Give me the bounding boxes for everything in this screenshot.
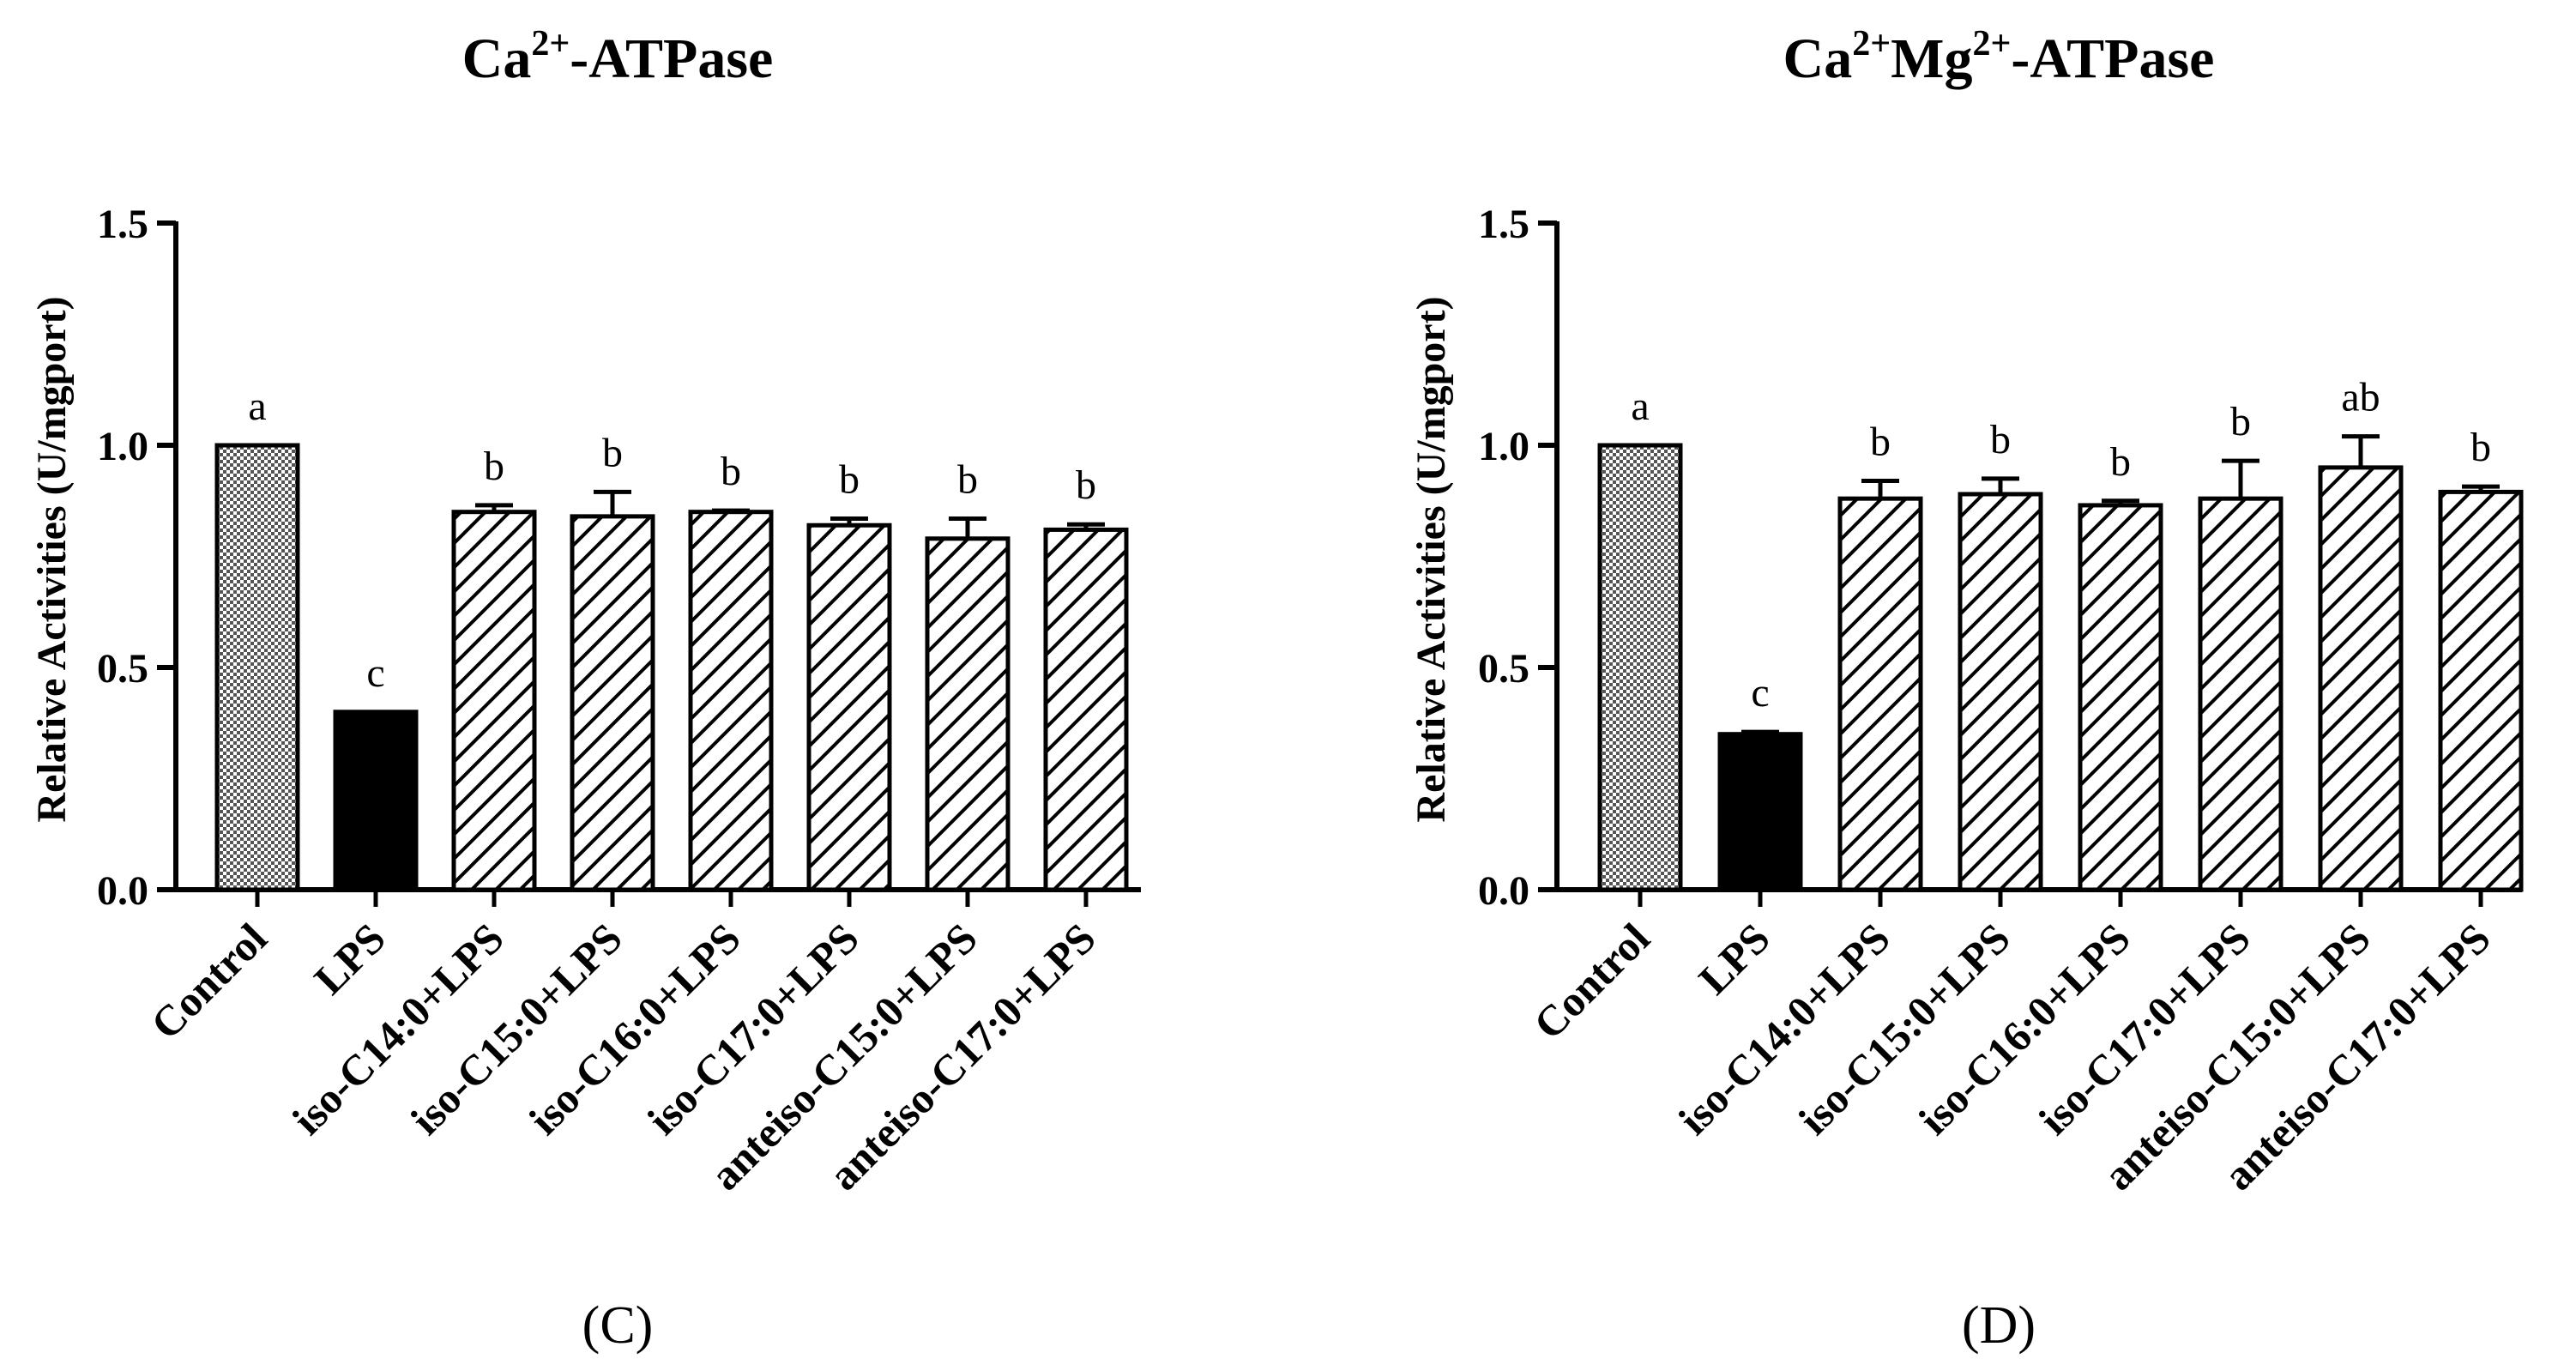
y-axis-label-c: Relative Activities (U/mgport)	[29, 296, 75, 822]
x-category-label: iso-C17:0+LPS	[2030, 914, 2259, 1144]
significance-label: ab	[2341, 375, 2380, 420]
bar	[925, 536, 1010, 892]
bar	[333, 710, 419, 892]
significance-label: b	[484, 444, 504, 489]
y-tick-label: 1.0	[97, 424, 148, 469]
significance-label: b	[2110, 439, 2131, 485]
y-tick-label: 1.5	[1478, 202, 1529, 247]
significance-label: b	[957, 456, 978, 502]
y-axis-label-d: Relative Activities (U/mgport)	[1409, 296, 1454, 822]
significance-label: b	[602, 430, 623, 475]
bar	[214, 443, 300, 892]
y-tick-label: 1.0	[1478, 424, 1529, 469]
significance-label: b	[2470, 425, 2491, 470]
panel-label-d: (D)	[1962, 1296, 2036, 1355]
x-category-label: Control	[1524, 914, 1659, 1048]
significance-label: a	[248, 384, 266, 429]
x-category-label: iso-C14:0+LPS	[283, 914, 513, 1144]
significance-label: b	[839, 456, 860, 502]
chart-title-d: Ca2+Mg2+-ATPase	[1783, 24, 2215, 90]
significance-label: a	[1631, 384, 1649, 429]
significance-label: c	[366, 650, 384, 696]
x-category-label: iso-C17:0+LPS	[638, 914, 868, 1144]
bar	[570, 514, 655, 892]
significance-label: c	[1751, 670, 1769, 716]
y-tick-label: 0.5	[97, 646, 148, 692]
bar	[451, 510, 537, 892]
x-category-label: LPS	[1689, 914, 1778, 1003]
y-tick-label: 1.5	[97, 202, 148, 247]
y-tick-label: 0.0	[97, 868, 148, 914]
bar	[806, 522, 892, 892]
bar	[1717, 732, 1803, 892]
x-category-label: iso-C15:0+LPS	[401, 914, 631, 1144]
significance-label: b	[1990, 417, 2011, 462]
significance-label: b	[1076, 462, 1096, 508]
bar	[2438, 489, 2524, 892]
significance-label: b	[1870, 419, 1891, 464]
chart-title-c: Ca2+-ATPase	[462, 24, 774, 90]
x-category-label: Control	[142, 914, 276, 1048]
x-category-label: iso-C15:0+LPS	[1789, 914, 2019, 1144]
bar	[2318, 465, 2404, 892]
x-category-label: iso-C14:0+LPS	[1669, 914, 1899, 1144]
bar	[1597, 443, 1683, 892]
x-category-label: LPS	[305, 914, 394, 1003]
x-category-label: iso-C16:0+LPS	[520, 914, 750, 1144]
y-tick-label: 0.0	[1478, 868, 1529, 914]
chart-panel-d: Ca2+Mg2+-ATPase Relative Activities (U/m…	[1409, 24, 2524, 1355]
bar	[2198, 496, 2283, 892]
significance-label: b	[721, 449, 741, 494]
bar	[2078, 503, 2163, 892]
x-category-label: iso-C16:0+LPS	[1909, 914, 2139, 1144]
panel-label-c: (C)	[582, 1296, 654, 1355]
bar	[1958, 492, 2043, 892]
chart-panel-c: Ca2+-ATPase Relative Activities (U/mgpor…	[29, 24, 1141, 1355]
bar	[1043, 527, 1129, 892]
significance-label: b	[2230, 399, 2251, 444]
y-tick-label: 0.5	[1478, 646, 1529, 692]
bar	[688, 510, 774, 892]
bar	[1837, 496, 1923, 892]
